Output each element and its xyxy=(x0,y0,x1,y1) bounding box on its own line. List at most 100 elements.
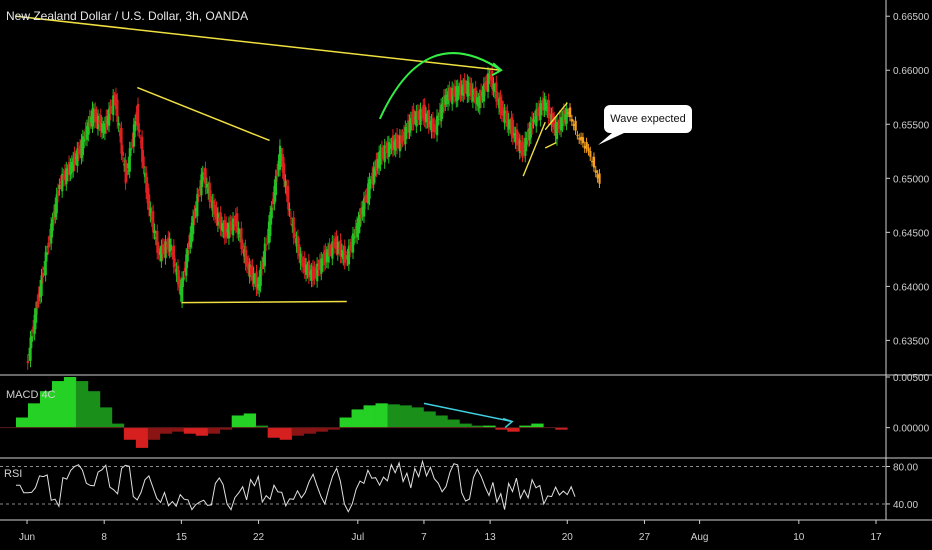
candle-body xyxy=(92,110,96,123)
candle-body xyxy=(185,254,188,276)
candle-body xyxy=(354,226,357,237)
candle-body xyxy=(277,160,280,171)
macd-bar xyxy=(495,427,508,430)
candle-body xyxy=(123,163,126,166)
price-axis-tick-label: 0.65500 xyxy=(893,120,930,131)
candle-body xyxy=(481,92,484,97)
candle-body xyxy=(321,260,324,266)
candle-body xyxy=(306,268,309,273)
candle-body xyxy=(172,245,176,268)
macd-bar xyxy=(63,377,77,428)
candle-body xyxy=(307,260,311,278)
candle-body xyxy=(367,183,370,204)
candle-body xyxy=(223,220,226,239)
candle-body xyxy=(294,233,297,237)
candle-body xyxy=(329,249,333,251)
candle-body xyxy=(549,113,552,116)
candle-body xyxy=(288,208,291,211)
candle-body xyxy=(422,105,425,119)
time-axis-tick-label: 8 xyxy=(101,532,107,543)
candle-body xyxy=(83,137,86,142)
candle-body xyxy=(538,106,541,115)
candle-body xyxy=(437,119,440,121)
macd-bar xyxy=(375,403,388,428)
macd-label: MACD 4C xyxy=(6,389,56,401)
macd-bar xyxy=(279,427,292,440)
candle-body xyxy=(407,120,410,133)
candle-body xyxy=(97,115,100,130)
time-axis-tick-label: 17 xyxy=(870,532,882,543)
candle-body xyxy=(287,186,290,210)
candle-body xyxy=(175,268,178,276)
candle-body xyxy=(438,109,441,119)
candle-body xyxy=(70,161,74,173)
candle-body xyxy=(113,98,116,100)
candle-body xyxy=(525,138,528,145)
candle-body xyxy=(405,129,408,133)
candle-body xyxy=(98,119,101,125)
candle-body xyxy=(419,109,422,125)
candle-body xyxy=(555,121,559,140)
candle-body xyxy=(90,116,93,123)
candle-body xyxy=(156,230,159,253)
projection-candle xyxy=(585,142,588,149)
candle-body xyxy=(553,118,556,130)
candle-body xyxy=(204,168,207,189)
candle-body xyxy=(325,252,328,262)
candle-body xyxy=(101,123,104,133)
candle-body xyxy=(181,277,184,302)
candle-body xyxy=(258,276,261,291)
candle-body xyxy=(269,212,272,236)
candle-body xyxy=(240,228,243,249)
candle-body xyxy=(507,119,510,130)
candle-body xyxy=(94,108,97,122)
support-line xyxy=(181,300,347,304)
candle-body xyxy=(285,185,289,196)
candle-body xyxy=(157,248,160,254)
candle-body xyxy=(48,235,51,241)
candle-body xyxy=(416,110,419,120)
candle-body xyxy=(233,222,236,225)
candle-body xyxy=(267,221,271,244)
candle-body xyxy=(324,249,327,264)
projection-candle xyxy=(583,145,586,149)
candle-body xyxy=(393,141,396,149)
candle-body xyxy=(263,243,266,267)
candle-body xyxy=(487,73,490,92)
candle-body xyxy=(303,257,306,273)
candle-body xyxy=(295,237,298,247)
candle-body xyxy=(292,217,295,239)
candle-body xyxy=(436,115,439,136)
flag-line xyxy=(522,121,546,177)
candle-body xyxy=(145,172,148,193)
candle-body xyxy=(398,135,402,152)
candle-body xyxy=(444,95,447,105)
candle-body xyxy=(562,109,566,124)
candle-body xyxy=(73,153,76,165)
candle-body xyxy=(63,170,67,180)
candle-body xyxy=(108,108,111,126)
candle-body xyxy=(182,277,185,281)
candle-body xyxy=(190,222,193,243)
candle-body xyxy=(316,263,319,282)
candle-body xyxy=(509,125,512,128)
candle-body xyxy=(376,158,379,168)
time-axis-tick-label: Jun xyxy=(19,532,35,543)
candle-body xyxy=(351,233,355,253)
candle-body xyxy=(186,249,189,262)
candle-body xyxy=(105,115,108,128)
candle-body xyxy=(69,164,72,175)
macd-bar xyxy=(339,417,352,428)
candle-body xyxy=(546,106,549,112)
candle-body xyxy=(518,140,521,153)
macd-bar xyxy=(243,413,256,428)
candle-body xyxy=(221,223,224,231)
candle-body xyxy=(130,148,133,150)
projection-candle xyxy=(578,137,581,140)
candle-body xyxy=(413,117,417,119)
candle-body xyxy=(420,113,424,115)
candle-body xyxy=(500,100,504,116)
candle-body xyxy=(544,102,548,109)
macd-bar xyxy=(507,427,520,432)
